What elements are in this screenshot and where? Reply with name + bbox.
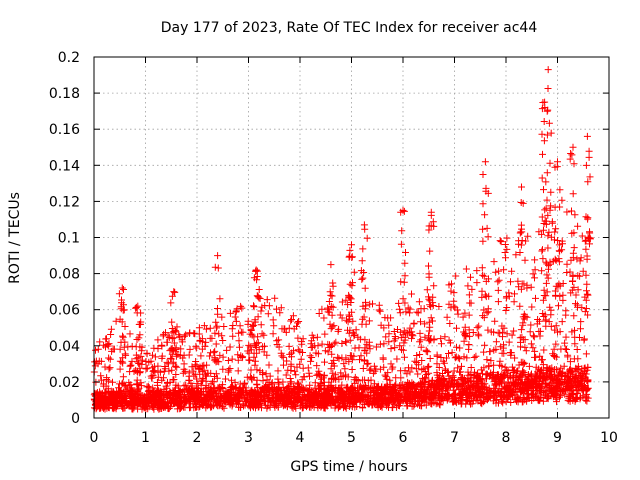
y-tick-label: 0.18 [49, 86, 80, 102]
x-axis-label: GPS time / hours [290, 459, 407, 475]
x-tick-label: 5 [347, 430, 356, 446]
x-tick-label: 6 [399, 430, 408, 446]
chart-title: Day 177 of 2023, Rate Of TEC Index for r… [161, 20, 538, 36]
y-tick-label: 0.14 [49, 158, 80, 174]
x-tick-label: 9 [553, 430, 562, 446]
y-tick-label: 0.2 [58, 50, 80, 66]
y-tick-label: 0 [71, 411, 80, 427]
x-tick-label: 0 [90, 430, 99, 446]
x-tick-label: 1 [141, 430, 150, 446]
x-tick-label: 10 [600, 430, 618, 446]
y-tick-label: 0.04 [49, 339, 80, 355]
y-tick-label: 0.06 [49, 303, 80, 319]
y-tick-label: 0.08 [49, 267, 80, 283]
y-tick-label: 0.1 [58, 231, 80, 247]
x-tick-label: 4 [296, 430, 305, 446]
y-axis-label: ROTI / TECUs [7, 192, 23, 284]
axes: 0 1 2 3 4 5 6 7 8 9 10 0 0.02 0.04 0.06 0.08 0.1 0.12 0.14… [49, 50, 618, 446]
x-tick-label: 7 [450, 430, 459, 446]
y-tick-label: 0.16 [49, 122, 80, 138]
x-tick-label: 3 [244, 430, 253, 446]
y-tick-label: 0.02 [49, 375, 80, 391]
roti-points [90, 66, 594, 413]
grid [94, 57, 609, 418]
x-tick-label: 8 [502, 430, 511, 446]
y-tick-label: 0.12 [49, 194, 80, 210]
x-tick-label: 2 [193, 430, 202, 446]
data-points [90, 66, 594, 413]
